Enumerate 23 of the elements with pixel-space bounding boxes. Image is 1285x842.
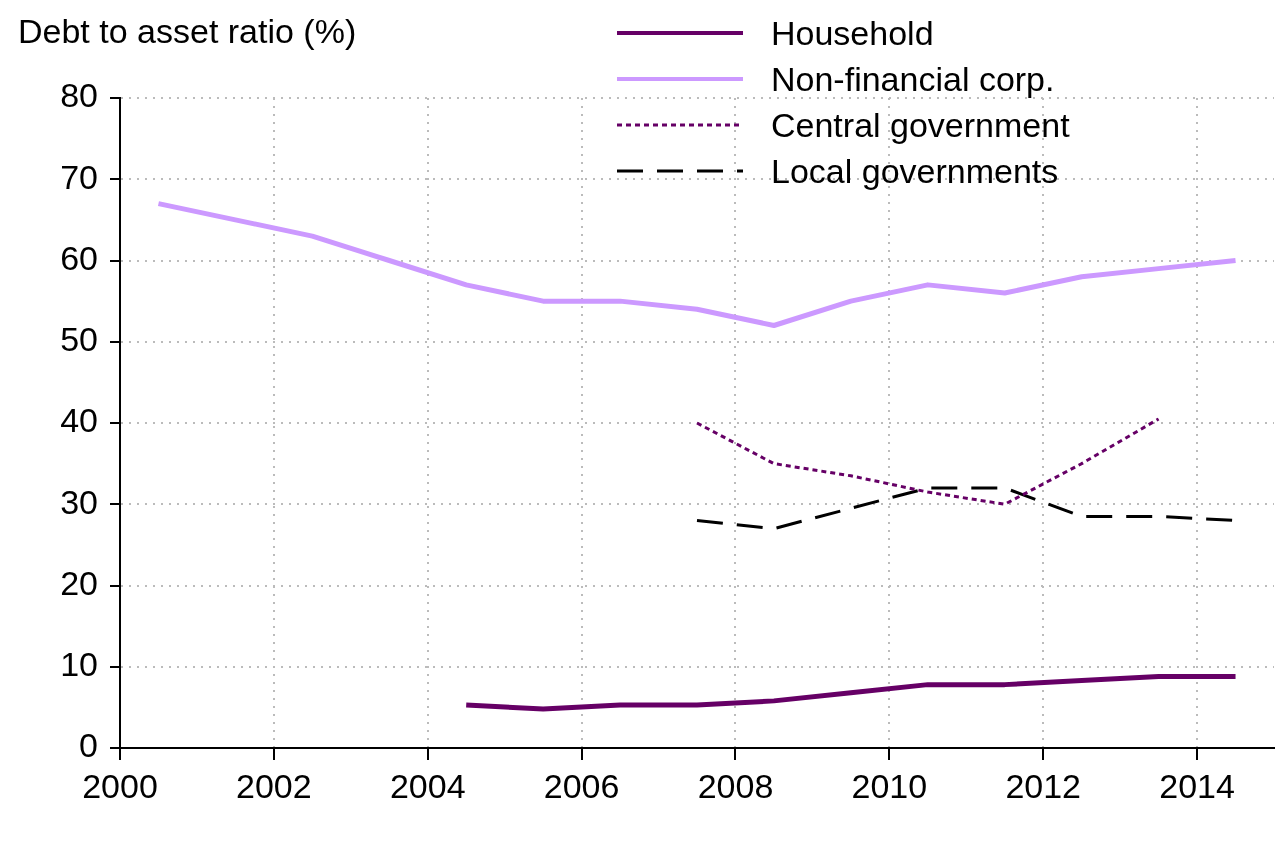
y-tick-label: 20 — [60, 563, 98, 602]
x-tick-label: 2010 — [851, 766, 928, 805]
y-tick-label: 40 — [60, 401, 98, 440]
legend-label: Local governments — [771, 151, 1059, 191]
y-tick-label: 70 — [60, 157, 98, 196]
x-tick-label: 2004 — [389, 766, 466, 805]
legend-label: Central government — [771, 105, 1070, 145]
x-tick-label: 2008 — [697, 766, 774, 805]
y-tick-label: 80 — [60, 76, 98, 115]
x-tick-label: 2002 — [236, 766, 312, 805]
legend-label: Non-financial corp. — [771, 59, 1055, 99]
y-tick-label: 60 — [60, 238, 98, 277]
legend-label: Household — [771, 13, 934, 53]
x-tick-label: 2000 — [82, 766, 158, 805]
y-tick-label: 0 — [79, 726, 98, 765]
y-axis-title: Debt to asset ratio (%) — [18, 12, 357, 51]
line-series — [695, 417, 1161, 506]
y-tick-label: 30 — [60, 482, 98, 521]
y-tick-label: 50 — [60, 320, 98, 359]
x-tick-label: 2012 — [1005, 766, 1082, 805]
y-tick-label: 10 — [60, 645, 98, 684]
x-tick-label: 2006 — [543, 766, 620, 805]
x-tick-label: 2014 — [1159, 766, 1235, 805]
